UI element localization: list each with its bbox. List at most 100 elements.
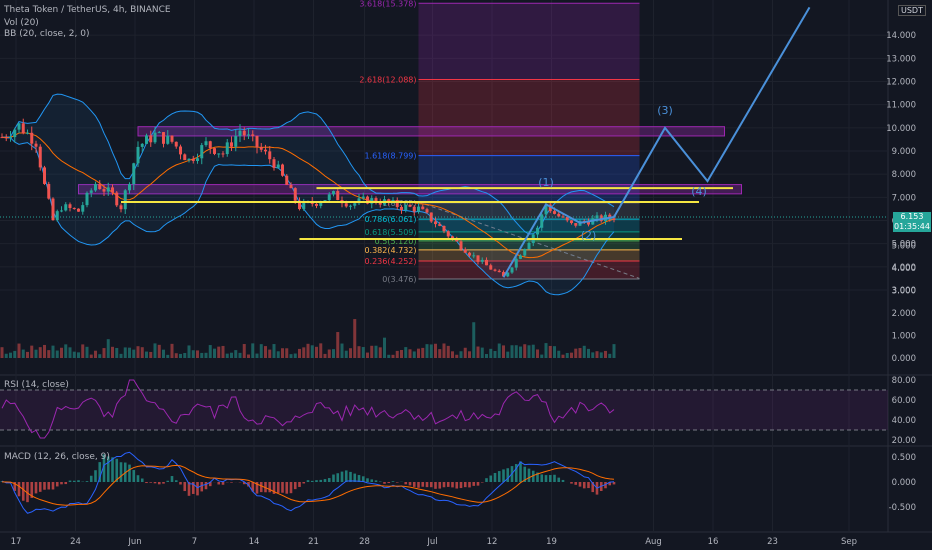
- volume-bar: [323, 353, 327, 358]
- volume-bar: [132, 349, 136, 358]
- macd-histogram-bar: [459, 482, 463, 489]
- candle-body: [417, 206, 420, 212]
- macd-histogram-bar: [493, 472, 497, 482]
- rsi-indicator-label[interactable]: RSI (14, close): [4, 380, 69, 390]
- macd-histogram-bar: [519, 461, 522, 482]
- wave-label: (3): [657, 104, 673, 117]
- candle-body: [179, 146, 182, 155]
- volume-bar: [77, 352, 80, 358]
- x-tick-label: 28: [359, 537, 370, 547]
- volume-bar: [395, 350, 399, 358]
- volume-bar: [157, 344, 161, 358]
- volume-bar: [476, 346, 480, 358]
- volume-indicator-label[interactable]: Vol (20): [4, 18, 39, 28]
- candle-body: [242, 130, 246, 136]
- bollinger-indicator-label[interactable]: BB (20, close, 2, 0): [4, 29, 90, 39]
- volume-bar: [429, 344, 433, 358]
- x-tick-label: Sep: [841, 537, 857, 547]
- macd-histogram-bar: [85, 481, 89, 482]
- macd-histogram-bar: [259, 482, 263, 493]
- volume-bar: [370, 345, 374, 358]
- fib-band: [418, 202, 640, 220]
- volume-bar: [485, 354, 488, 358]
- volume-bar: [391, 354, 395, 358]
- volume-bar: [85, 346, 89, 358]
- volume-bar: [519, 346, 522, 358]
- macd-histogram-bar: [451, 482, 454, 488]
- macd-histogram-bar: [119, 462, 123, 482]
- volume-bar: [327, 349, 331, 358]
- volume-bar: [302, 347, 306, 358]
- candle-body: [153, 132, 157, 143]
- candle-body: [72, 207, 76, 209]
- volume-bar: [51, 345, 55, 358]
- macd-histogram-bar: [340, 471, 344, 482]
- fib-label: 0.382(4.732): [364, 246, 416, 255]
- rsi-tick-label: 80.00: [892, 376, 916, 386]
- chart-title: Theta Token / TetherUS, 4h, BINANCE: [4, 5, 171, 15]
- candle-body: [259, 147, 263, 150]
- macd-histogram-bar: [289, 482, 293, 494]
- candle-body: [217, 153, 221, 155]
- candle-body: [587, 221, 590, 225]
- candle-body: [408, 204, 412, 207]
- candle-body: [451, 236, 454, 239]
- macd-histogram-bar: [26, 482, 29, 503]
- macd-histogram-bar: [349, 471, 352, 482]
- macd-histogram-bar: [111, 457, 114, 482]
- volume-bar: [425, 344, 429, 358]
- candle-body: [332, 191, 335, 195]
- volume-bar: [463, 347, 467, 358]
- macd-pane: [0, 451, 616, 514]
- candle-body: [523, 248, 527, 256]
- y-tick-label: 13.000: [886, 54, 916, 64]
- macd-indicator-label[interactable]: MACD (12, 26, close, 9): [4, 452, 110, 462]
- candle-body: [38, 146, 42, 168]
- volume-bar: [604, 350, 607, 358]
- time-axis: 17 24 Jun 7 14 21 28 Jul 12 19 Aug 16 23 Sep: [11, 537, 857, 547]
- volume-bar: [102, 348, 106, 358]
- macd-histogram-bar: [153, 482, 157, 484]
- volume-bar: [140, 347, 144, 358]
- volume-bar: [26, 351, 29, 358]
- candle-body: [366, 196, 369, 204]
- macd-histogram-bar: [540, 474, 544, 482]
- macd-histogram-bar: [204, 482, 208, 490]
- macd-histogram-bar: [200, 482, 204, 492]
- candle-body: [412, 206, 416, 212]
- volume-bar: [595, 351, 599, 358]
- macd-histogram-bar: [208, 482, 212, 487]
- macd-histogram-bar: [94, 470, 97, 482]
- volume-bar: [60, 347, 63, 358]
- macd-histogram-bar: [47, 482, 51, 490]
- macd-histogram-bar: [106, 456, 110, 482]
- macd-histogram-bar: [310, 480, 314, 482]
- macd-histogram-bar: [327, 478, 331, 482]
- candle-body: [13, 129, 17, 138]
- volume-bar: [468, 351, 471, 358]
- volume-bar: [506, 351, 510, 358]
- macd-histogram-bar: [489, 475, 493, 482]
- macd-histogram-bar: [293, 482, 297, 490]
- candle-body: [47, 183, 51, 199]
- macd-histogram-bar: [417, 482, 420, 488]
- candle-body: [553, 211, 556, 214]
- currency-badge[interactable]: USDT: [898, 5, 926, 16]
- y-tick-label: 4.000: [892, 263, 916, 273]
- volume-bar: [361, 347, 365, 358]
- candle-body: [166, 135, 170, 144]
- macd-histogram-bar: [425, 482, 429, 488]
- candle-body: [98, 183, 102, 190]
- candle-body: [527, 242, 531, 249]
- macd-histogram-bar: [64, 482, 68, 485]
- candle-body: [506, 272, 510, 277]
- macd-tick-label: 0.500: [892, 453, 916, 463]
- volume-bar: [353, 319, 357, 358]
- volume-bar: [276, 351, 280, 358]
- macd-tick-label: 0.000: [892, 478, 916, 488]
- macd-histogram-bar: [608, 482, 612, 486]
- candle-body: [200, 145, 204, 159]
- macd-histogram-bar: [463, 482, 467, 488]
- x-tick-label: Jun: [127, 537, 141, 547]
